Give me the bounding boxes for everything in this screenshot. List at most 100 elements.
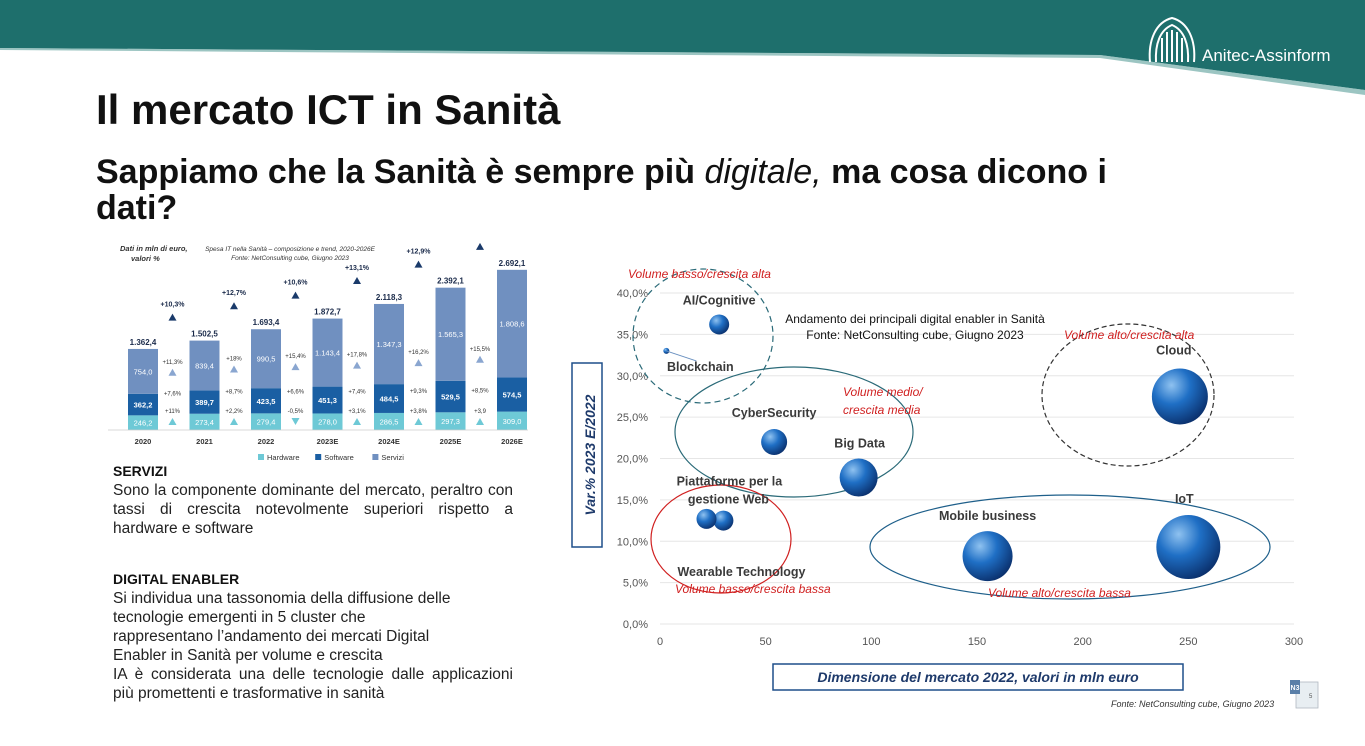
bar-chart-title: Spesa IT nella Sanità – composizione e t…	[205, 246, 375, 253]
growth-arrow-icon	[476, 418, 484, 425]
growth-arrow-icon	[291, 291, 300, 299]
bar-segment-software	[374, 384, 404, 413]
stacked-bar-chart: Dati in mln di euro, valori % Spesa IT n…	[108, 242, 528, 462]
bar-segment-hardware	[189, 413, 220, 430]
bubble-label-mobile-business: Mobile business	[939, 509, 1036, 523]
bubble-label-cloud: Cloud	[1156, 343, 1191, 357]
bubble-label-cybersecurity: CyberSecurity	[732, 406, 817, 420]
svg-text:5: 5	[1309, 694, 1313, 700]
servizi-heading: SERVIZI	[113, 463, 168, 479]
chart-note-line2: valori %	[131, 254, 160, 263]
cluster-label-medium-2: crescita media	[843, 403, 921, 417]
growth-arrow-icon	[414, 260, 423, 268]
page-subtitle: Sappiamo che la Sanità è sempre più digi…	[96, 154, 1176, 226]
bubble-label-blockchain: Blockchain	[667, 360, 734, 374]
bar-segment-software	[435, 380, 466, 413]
cluster-label-low-high: Volume basso/crescita alta	[628, 267, 771, 281]
bar-value-label: 297,3	[441, 417, 460, 426]
x-tick-label: 2022	[258, 437, 275, 446]
bar-value-label: 273,4	[195, 418, 214, 427]
subtitle-emphasis: digitale,	[704, 153, 822, 191]
servizi-text: Sono la componente dominante del mercato…	[113, 482, 513, 537]
cluster-ellipse-low-high	[632, 268, 774, 404]
y-tick-label: 25,0%	[617, 412, 648, 424]
bar-value-label: 529,5	[441, 393, 460, 402]
bubble-label-big-data: Big Data	[834, 437, 886, 451]
servizi-growth-label: +16,2%	[408, 350, 429, 356]
legend-swatch	[315, 454, 322, 460]
bubble-piattaforme-per-la-gestione-web	[713, 510, 734, 531]
subtitle-part-2: ma cosa dicono i dati?	[96, 153, 1107, 227]
legend-label: Hardware	[267, 453, 300, 462]
digital-enabler-line-2: tecnologie emergenti in 5 cluster che	[113, 609, 366, 626]
x-tick-label: 100	[862, 636, 880, 648]
bar-value-label: 754,0	[134, 367, 153, 376]
bar-value-label: 389,7	[195, 398, 214, 407]
bar-value-label: 1.808,6	[499, 320, 524, 329]
growth-arrow-icon	[168, 368, 177, 376]
growth-arrow-icon	[414, 418, 423, 425]
x-tick-label: 150	[968, 636, 986, 648]
decline-arrow-icon	[291, 418, 300, 425]
cluster-ellipse-low-low	[650, 484, 792, 594]
growth-arrow-icon	[476, 242, 484, 250]
hardware-growth-label: +2,2%	[225, 409, 243, 415]
bar-value-label: 246,2	[134, 419, 153, 428]
bar-total-label: 2.392,1	[437, 277, 464, 286]
growth-arrow-icon	[414, 359, 423, 367]
y-axis-title-box	[571, 362, 603, 548]
y-tick-label: 30,0%	[617, 371, 648, 383]
bar-value-label: 278,0	[318, 418, 337, 427]
software-growth-label: +8,7%	[225, 390, 243, 396]
digital-enabler-heading: DIGITAL ENABLER	[113, 571, 240, 587]
chart-note-line1: Dati in mln di euro,	[120, 244, 188, 253]
bubble-wearable-technology	[696, 508, 717, 529]
x-tick-label: 2020	[135, 437, 152, 446]
page-title: Il mercato ICT in Sanità	[96, 86, 561, 133]
cluster-label-medium-1: Volume medio/	[843, 385, 924, 399]
x-tick-label: 2026E	[501, 437, 523, 446]
growth-arrow-icon	[230, 365, 238, 373]
growth-arrow-icon	[353, 361, 361, 369]
bubble-iot	[1156, 515, 1221, 580]
bar-segment-software	[128, 393, 158, 416]
hardware-growth-label: -0,5%	[288, 409, 304, 415]
cluster-label-high-low: Volume alto/crescita bassa	[988, 586, 1131, 600]
bubble-chart-source: Fonte: NetConsulting cube, Giugno 2023	[806, 328, 1024, 342]
bar-value-label: 286,5	[380, 417, 399, 426]
y-tick-label: 5,0%	[623, 578, 648, 590]
bar-segment-software	[251, 388, 281, 414]
eagle-logo-icon	[1148, 16, 1196, 63]
brand-name: Anitec-Assinform	[1202, 46, 1331, 65]
digital-enabler-line-1: Si individua una tassonomia della diffus…	[113, 590, 451, 607]
y-tick-label: 20,0%	[617, 454, 648, 466]
total-growth-label: +13,1%	[345, 265, 370, 272]
y-axis-title: Var.% 2023 E/2022	[582, 394, 598, 515]
x-tick-label: 2021	[196, 437, 213, 446]
x-tick-label: 2023E	[317, 437, 339, 446]
y-tick-label: 0,0%	[623, 619, 648, 631]
servizi-growth-label: +17,8%	[347, 353, 368, 359]
hardware-growth-label: +3,1%	[348, 409, 366, 415]
x-tick-label: 300	[1285, 636, 1303, 648]
cluster-label-low-low: Volume basso/crescita bassa	[675, 582, 831, 596]
x-tick-label: 50	[760, 636, 772, 648]
legend-swatch	[258, 454, 264, 460]
bubble-label-ai-cognitive: AI/Cognitive	[683, 293, 756, 307]
bar-chart-source: Fonte: NetConsulting cube, Giugno 2023	[231, 255, 349, 262]
bar-total-label: 1.693,4	[253, 318, 280, 327]
bar-segment-hardware	[497, 411, 527, 430]
software-growth-label: +7,6%	[164, 391, 182, 397]
bar-value-label: 574,5	[503, 391, 522, 400]
bubble-chart-footer-source: Fonte: NetConsulting cube, Giugno 2023	[1111, 699, 1274, 709]
hardware-growth-label: +11%	[165, 409, 181, 415]
bar-total-label: 2.118,3	[376, 293, 403, 302]
bar-segment-servizi	[189, 340, 220, 391]
software-growth-label: +9,3%	[410, 389, 428, 395]
header-band	[0, 0, 1365, 95]
cluster-ellipse-high-low	[869, 494, 1271, 600]
bar-segment-software	[497, 377, 527, 412]
bubble-cloud	[1151, 368, 1208, 425]
bar-segment-hardware	[374, 412, 404, 430]
bubble-label-piattaforme-per-la-gestione-web: gestione Web	[688, 493, 769, 507]
